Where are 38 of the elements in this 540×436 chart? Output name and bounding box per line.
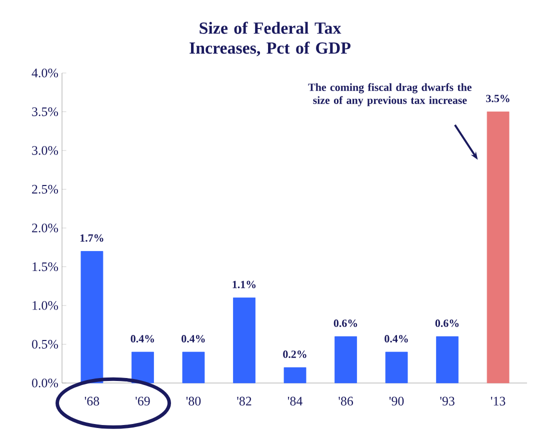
data-label: 0.6% [435,320,459,327]
y-tick-label: 1.0% [32,301,58,310]
bar [132,352,154,384]
x-tick-label: '80 [186,396,201,406]
y-tick-label: 2.5% [32,184,58,194]
x-tick-label: '82 [237,396,252,406]
bar [334,336,357,384]
data-label: 0.4% [384,335,408,342]
data-label: 1.7% [80,234,104,242]
bar [486,112,510,384]
data-label: 0.4% [130,335,154,342]
y-tick-label: 0.0% [32,378,58,388]
data-label: 1.1% [232,280,256,288]
bar [182,352,205,384]
data-label: 0.2% [283,350,306,358]
chart-title: Size of Federal Tax Increases, Pct of GDP [190,22,350,56]
bar [233,298,256,384]
data-label: 0.6% [334,320,358,327]
data-label: 0.4% [182,335,205,342]
bar [284,367,306,384]
x-tick-label: '84 [288,396,302,406]
y-tick-label: 2.0% [32,224,58,232]
x-tick-label: '93 [440,396,454,406]
x-tick-label: '69 [136,396,150,406]
bar [80,251,104,384]
x-tick-label: '68 [84,396,100,406]
bar [385,352,408,384]
y-tick-label: 0.5% [32,340,58,349]
x-tick-label: '90 [389,396,404,406]
bar [436,336,459,384]
annotation: The coming fiscal drag dwarfs the size of any previous tax increase [308,83,472,106]
x-tick-label: '86 [338,396,354,406]
x-tick-label: '13 [490,396,506,406]
y-tick-label: 4.0% [32,68,58,78]
y-tick-label: 3.0% [32,146,58,155]
data-label: 3.5% [486,94,510,102]
y-tick-label: 1.5% [32,262,58,272]
y-tick-label: 3.5% [32,107,58,116]
